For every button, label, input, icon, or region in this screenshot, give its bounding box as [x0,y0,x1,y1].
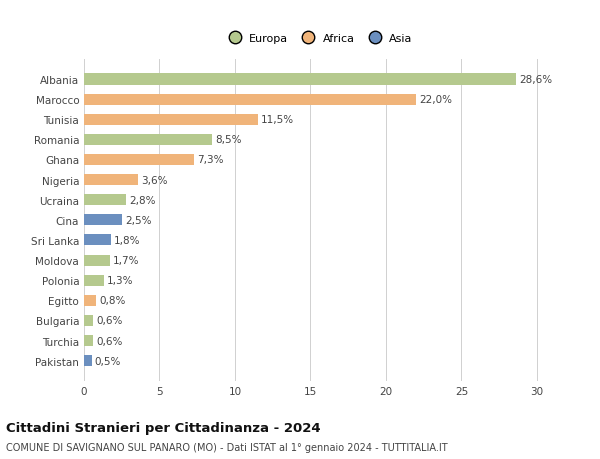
Bar [84,174,139,186]
Bar [84,95,416,106]
Text: 2,8%: 2,8% [129,195,156,205]
Text: Cittadini Stranieri per Cittadinanza - 2024: Cittadini Stranieri per Cittadinanza - 2… [6,421,320,434]
Bar [84,155,194,166]
Text: 1,7%: 1,7% [113,256,139,265]
Text: 11,5%: 11,5% [260,115,294,125]
Text: 1,3%: 1,3% [107,275,133,285]
Text: 22,0%: 22,0% [419,95,452,105]
Text: 0,6%: 0,6% [96,316,122,326]
Bar [84,295,96,306]
Text: 0,5%: 0,5% [95,356,121,366]
Bar [84,74,516,85]
Text: 8,5%: 8,5% [215,135,242,145]
Bar [84,355,92,366]
Text: 7,3%: 7,3% [197,155,224,165]
Bar [84,235,111,246]
Text: 1,8%: 1,8% [114,235,140,246]
Text: 0,8%: 0,8% [99,296,125,306]
Bar [84,215,122,226]
Text: 0,6%: 0,6% [96,336,122,346]
Bar [84,255,110,266]
Text: COMUNE DI SAVIGNANO SUL PANARO (MO) - Dati ISTAT al 1° gennaio 2024 - TUTTITALIA: COMUNE DI SAVIGNANO SUL PANARO (MO) - Da… [6,442,448,452]
Bar [84,134,212,146]
Text: 28,6%: 28,6% [519,75,552,85]
Bar [84,114,257,125]
Bar [84,195,126,206]
Bar [84,335,93,346]
Text: 2,5%: 2,5% [125,215,151,225]
Bar [84,315,93,326]
Bar [84,275,104,286]
Text: 3,6%: 3,6% [142,175,168,185]
Legend: Europa, Africa, Asia: Europa, Africa, Asia [223,33,413,45]
